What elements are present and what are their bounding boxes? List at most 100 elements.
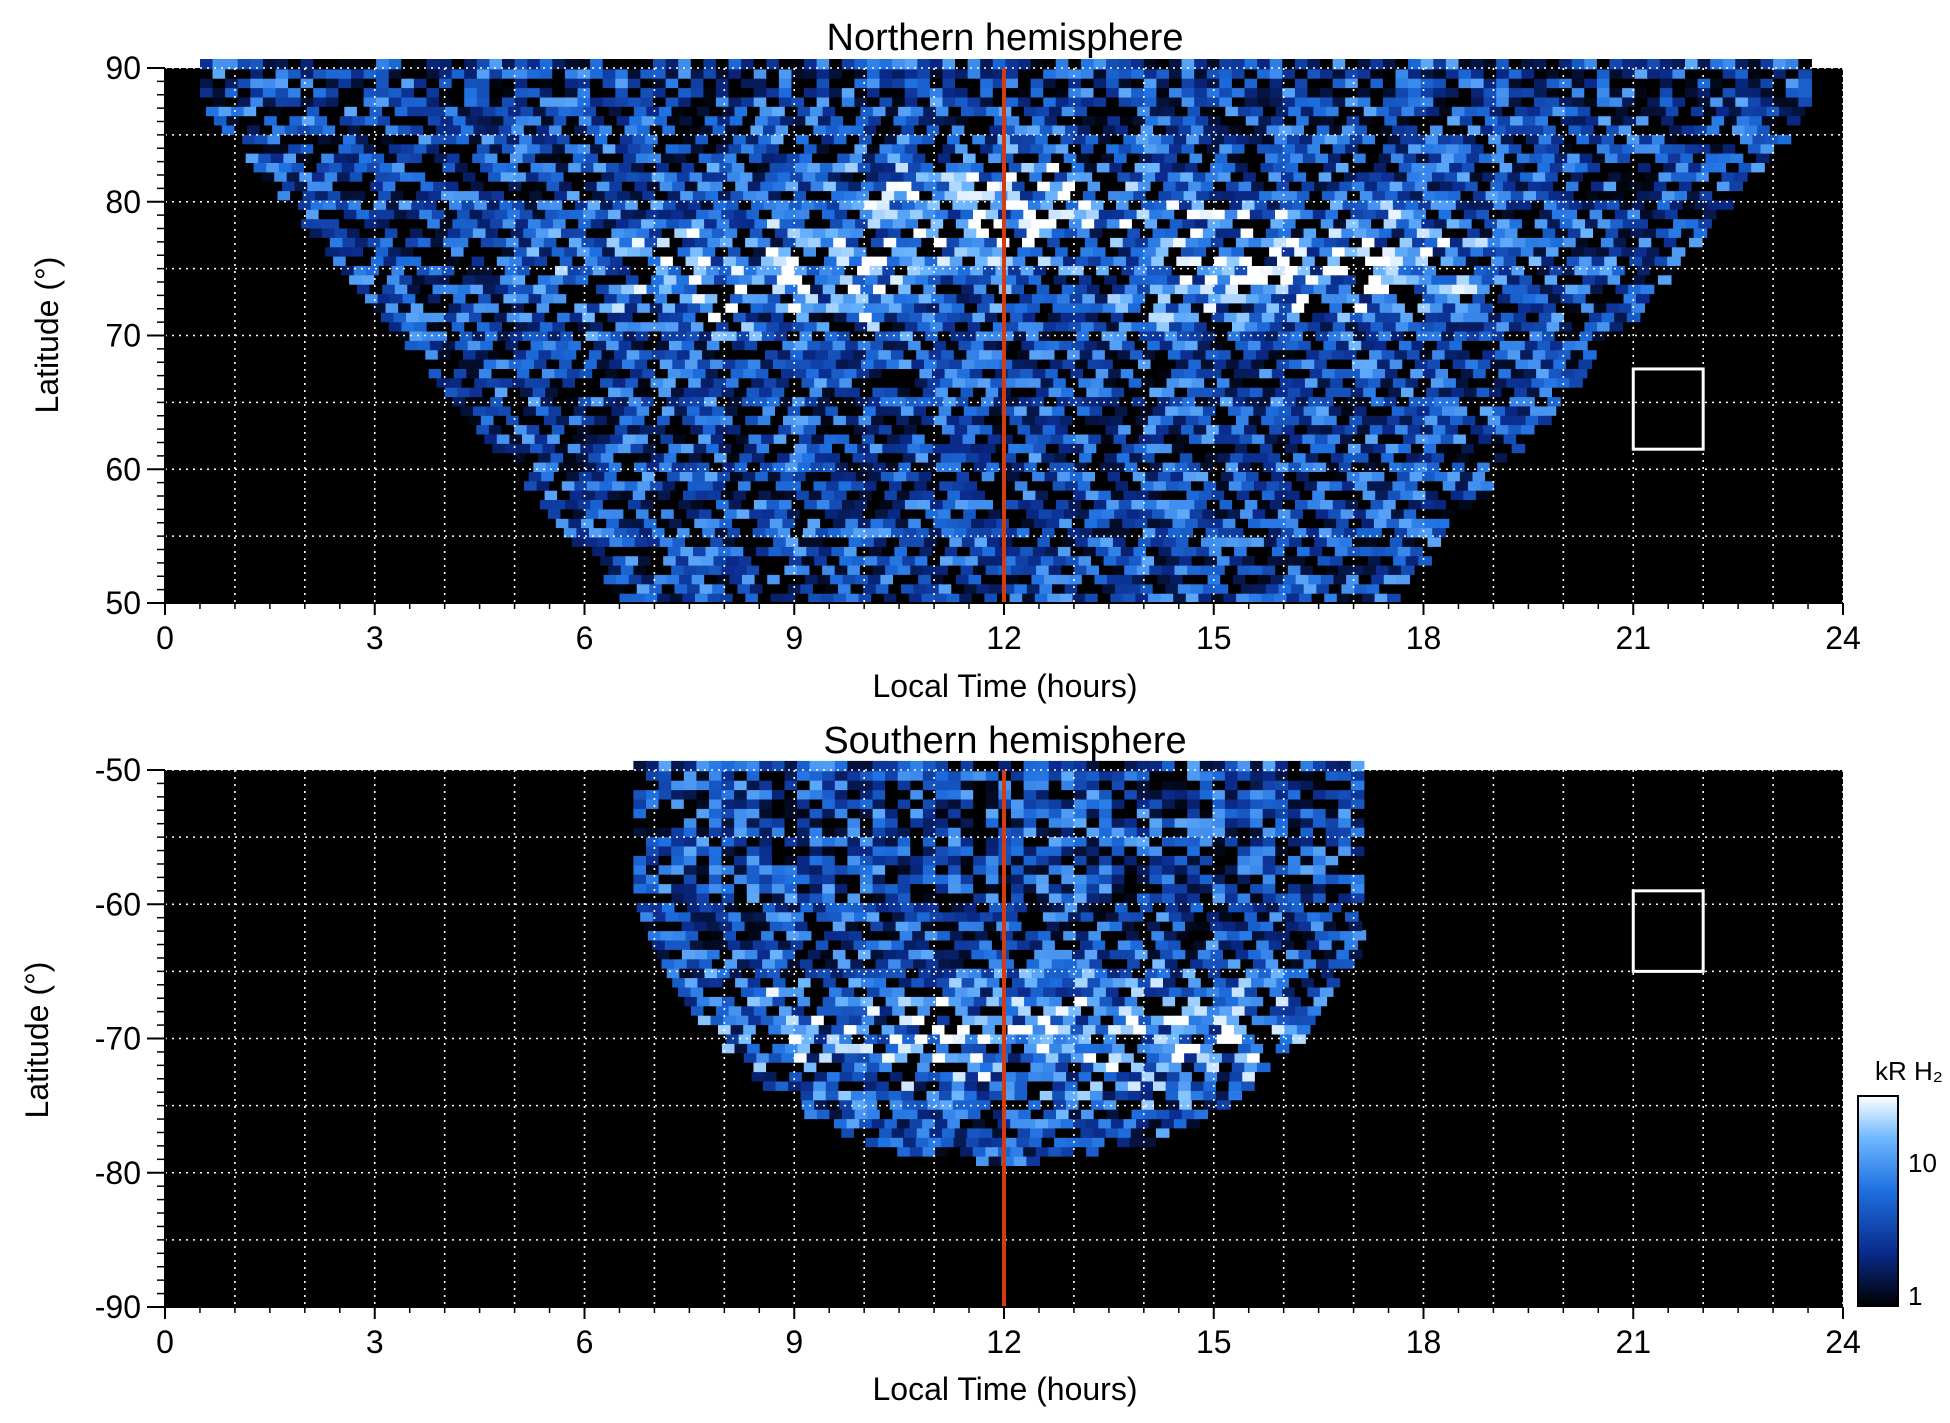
intensity-cell — [1336, 592, 1351, 603]
intensity-cell — [1127, 227, 1141, 238]
intensity-cell — [775, 302, 790, 313]
intensity-cell — [1134, 162, 1149, 173]
intensity-cell — [1262, 564, 1277, 575]
intensity-cell — [1075, 358, 1089, 369]
intensity-cell — [1489, 283, 1504, 295]
intensity-cell — [1470, 246, 1484, 257]
intensity-cell — [1058, 264, 1072, 276]
intensity-cell — [1236, 311, 1251, 323]
intensity-cell — [745, 236, 759, 248]
intensity-cell — [1370, 321, 1385, 332]
intensity-cell — [959, 414, 973, 426]
intensity-cell — [1016, 349, 1031, 360]
intensity-cell — [1420, 499, 1435, 510]
intensity-cell — [980, 218, 995, 229]
intensity-cell — [618, 162, 633, 173]
intensity-cell — [1664, 133, 1679, 145]
intensity-cell — [1474, 162, 1488, 173]
intensity-cell — [310, 199, 325, 210]
intensity-cell — [1392, 124, 1406, 135]
intensity-cell — [415, 190, 430, 201]
intensity-cell — [1083, 545, 1097, 557]
intensity-cell — [1258, 115, 1272, 126]
intensity-cell — [1394, 246, 1409, 257]
intensity-cell — [1363, 461, 1378, 472]
intensity-cell — [900, 152, 914, 163]
intensity-cell — [442, 162, 456, 173]
intensity-cell — [1055, 424, 1069, 435]
intensity-cell — [399, 274, 413, 285]
intensity-cell — [1046, 162, 1061, 173]
intensity-cell — [1165, 583, 1179, 594]
intensity-cell — [643, 442, 657, 454]
intensity-cell — [474, 377, 488, 388]
intensity-cell — [1038, 508, 1053, 519]
intensity-cell — [616, 293, 631, 304]
intensity-cell — [1350, 386, 1365, 398]
intensity-cell — [432, 283, 447, 295]
intensity-cell — [1067, 349, 1081, 360]
intensity-cell — [1108, 190, 1122, 201]
intensity-cell — [1002, 199, 1017, 210]
intensity-cell — [584, 536, 598, 547]
intensity-cell — [1159, 264, 1173, 276]
intensity-cell — [1150, 536, 1165, 547]
intensity-cell — [1308, 218, 1322, 229]
intensity-cell — [1223, 414, 1238, 426]
intensity-cell — [888, 124, 903, 135]
intensity-cell — [521, 255, 536, 266]
intensity-cell — [973, 461, 988, 472]
intensity-cell — [1481, 274, 1496, 285]
intensity-cell — [926, 583, 940, 594]
intensity-cell — [1628, 180, 1643, 192]
intensity-cell — [704, 115, 719, 126]
intensity-cell — [1277, 255, 1291, 266]
intensity-cell — [667, 293, 681, 304]
intensity-cell — [1173, 236, 1187, 248]
intensity-cell — [1059, 517, 1073, 529]
intensity-cell — [1192, 171, 1207, 182]
intensity-cell — [473, 302, 488, 313]
intensity-cell — [1250, 461, 1265, 472]
intensity-cell — [858, 236, 872, 248]
intensity-cell — [948, 564, 962, 575]
intensity-cell — [1422, 115, 1436, 126]
intensity-cell — [545, 461, 560, 472]
intensity-cell — [377, 115, 392, 126]
intensity-cell — [1782, 124, 1796, 135]
intensity-cell — [1617, 152, 1631, 163]
intensity-cell — [1250, 564, 1264, 575]
intensity-cell — [1068, 321, 1082, 332]
intensity-cell — [532, 386, 547, 398]
intensity-cell — [808, 133, 823, 145]
intensity-cell — [1013, 152, 1027, 163]
intensity-cell — [542, 264, 557, 276]
intensity-cell — [1106, 143, 1120, 154]
intensity-cell — [763, 199, 778, 210]
intensity-cell — [428, 190, 443, 201]
intensity-cell — [723, 152, 738, 163]
intensity-cell — [1485, 293, 1499, 304]
intensity-cell — [1361, 517, 1375, 529]
intensity-cell — [1509, 396, 1524, 407]
intensity-cell — [1306, 171, 1320, 182]
intensity-cell — [822, 461, 837, 472]
intensity-cell — [896, 236, 910, 248]
intensity-cell — [676, 452, 690, 463]
intensity-cell — [1239, 433, 1253, 444]
intensity-cell — [408, 180, 422, 192]
intensity-cell — [520, 386, 534, 398]
intensity-cell — [674, 124, 689, 135]
intensity-cell — [568, 162, 582, 173]
intensity-cell — [1409, 293, 1424, 304]
intensity-cell — [752, 349, 767, 360]
intensity-cell — [602, 424, 616, 435]
intensity-cell — [1064, 405, 1079, 416]
intensity-cell — [963, 405, 978, 416]
intensity-cell — [924, 255, 939, 266]
intensity-cell — [899, 255, 914, 266]
intensity-cell — [1157, 218, 1171, 229]
intensity-cell — [1441, 508, 1455, 519]
intensity-cell — [1027, 302, 1041, 313]
intensity-cell — [421, 330, 436, 341]
